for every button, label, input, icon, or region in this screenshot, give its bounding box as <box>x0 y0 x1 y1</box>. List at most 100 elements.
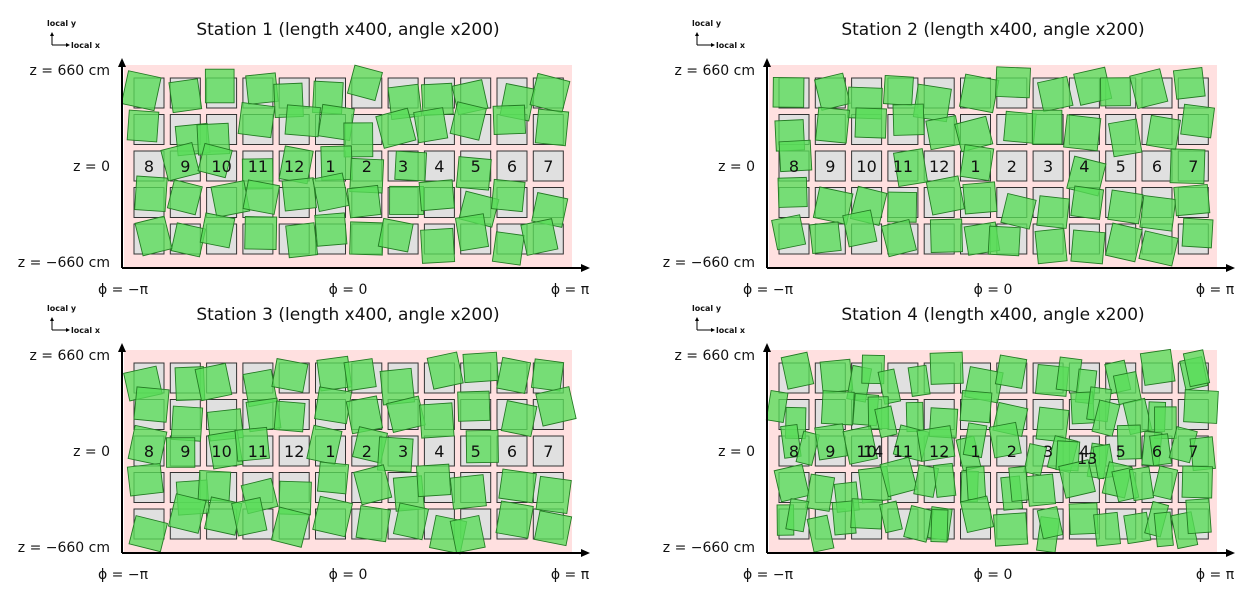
chamber-marker <box>1129 68 1169 110</box>
chamber-marker <box>419 402 455 439</box>
wheel-label: 8 <box>144 157 154 176</box>
chamber-marker <box>932 462 957 498</box>
chamber-marker <box>126 109 160 143</box>
wheel-label: 1 <box>970 442 980 461</box>
chamber-marker <box>343 358 377 392</box>
chamber-marker <box>879 456 918 498</box>
local-y-label: local y <box>692 304 722 313</box>
extra-label-14: 14 <box>863 442 883 461</box>
chamber-marker <box>988 421 1022 459</box>
station-4-panel: local y local x Station 4 (length x400, … <box>645 285 1252 584</box>
chamber-marker <box>355 505 391 543</box>
chamber-marker <box>415 463 452 498</box>
chamber-marker <box>420 227 456 264</box>
wheel-labels: 8 9 10 11 12 1 2 3 4 5 6 7 <box>789 442 1198 461</box>
chamber-marker <box>992 512 1029 547</box>
phi-mid-label: ϕ = 0 <box>974 282 1013 298</box>
chamber-marker <box>765 389 789 423</box>
chamber-marker <box>809 221 842 254</box>
chamber-marker <box>1149 433 1173 467</box>
chamber-marker <box>780 423 802 459</box>
wheel-label: 4 <box>1079 157 1089 176</box>
wheel-label: 6 <box>1152 157 1162 176</box>
chamber-marker <box>962 422 988 459</box>
chamber-marker <box>1138 230 1179 267</box>
chamber-marker <box>1116 424 1142 460</box>
nominal-chamber <box>496 435 528 467</box>
chamber-marker <box>426 351 464 390</box>
local-y-label: local y <box>47 304 77 313</box>
station-3-panel: local y local x Station 3 (length x400, … <box>0 285 626 584</box>
wheel-label: 11 <box>248 442 268 461</box>
phi-right-label: ϕ = π <box>551 282 590 298</box>
chamber-marker <box>1183 389 1219 424</box>
chamber-marker <box>455 156 492 191</box>
chamber-marker <box>806 514 835 553</box>
z-mid-label: z = 0 <box>73 159 110 175</box>
nominal-chamber <box>923 150 955 182</box>
wheel-label: 10 <box>856 442 876 461</box>
chamber-marker <box>210 180 251 218</box>
phi-mid-label: ϕ = 0 <box>974 567 1013 583</box>
chamber-marker <box>1139 195 1177 232</box>
chamber-marker <box>1181 217 1214 249</box>
nominal-chamber <box>814 150 846 182</box>
chamber-marker <box>271 358 309 393</box>
chamber-marker <box>785 498 810 533</box>
chamber-marker <box>892 103 925 136</box>
chamber-marker <box>498 468 537 504</box>
chamber-marker <box>449 515 486 554</box>
wheel-label: 10 <box>856 157 876 176</box>
phi-left-label: ϕ = −π <box>98 282 149 298</box>
chamber-marker <box>1180 103 1216 139</box>
chamber-marker <box>879 500 903 534</box>
chamber-marker <box>492 104 526 135</box>
chamber-marker <box>285 222 319 259</box>
chamber-marker <box>273 400 306 433</box>
chamber-marker <box>1034 228 1068 265</box>
nominal-chamber <box>278 435 310 467</box>
chamber-marker <box>773 463 810 503</box>
phi-mid-label: ϕ = 0 <box>329 567 368 583</box>
chamber-marker <box>1070 229 1106 265</box>
wheel-label: 7 <box>543 442 553 461</box>
chamber-marker <box>930 509 949 543</box>
wheel-label: 6 <box>1152 442 1162 461</box>
phi-left-label: ϕ = −π <box>743 282 794 298</box>
chamber-marker <box>306 424 343 466</box>
chamber-marker <box>166 179 203 216</box>
chamber-marker <box>1107 189 1144 225</box>
chamber-marker <box>165 437 196 468</box>
chamber-marker <box>1036 195 1070 229</box>
chamber-marker <box>534 108 570 147</box>
chamber-marker <box>449 474 487 510</box>
chamber-marker <box>1036 506 1064 540</box>
chamber-marker <box>778 139 813 173</box>
z-bottom-label: z = −660 cm <box>18 540 110 556</box>
chamber-marker <box>916 425 956 462</box>
wheel-label: 11 <box>893 442 913 461</box>
chamber-marker <box>1063 114 1102 152</box>
wheel-label: 4 <box>434 442 444 461</box>
wheel-label: 11 <box>893 157 913 176</box>
chamber-marker <box>520 218 559 256</box>
chamber-marker <box>533 510 573 547</box>
phi-right-label: ϕ = π <box>551 567 590 583</box>
nominal-chamber <box>1141 150 1173 182</box>
z-top-label: z = 660 cm <box>30 348 111 364</box>
chamber-marker <box>312 172 350 213</box>
chamber-marker <box>1031 109 1063 145</box>
chamber-marker <box>874 405 898 439</box>
wheel-label: 2 <box>1007 442 1017 461</box>
chamber-marker <box>392 502 430 541</box>
chamber-marker <box>167 493 207 534</box>
chamber-marker <box>1172 67 1206 100</box>
wheel-label: 10 <box>211 157 231 176</box>
chamber-marker <box>134 175 168 213</box>
chamber-marker <box>854 107 887 139</box>
chamber-marker <box>375 107 417 149</box>
chamber-marker <box>882 74 914 106</box>
wheel-label: 4 <box>1079 442 1089 461</box>
chamber-marker <box>237 102 276 139</box>
chamber-marker <box>1036 75 1074 113</box>
